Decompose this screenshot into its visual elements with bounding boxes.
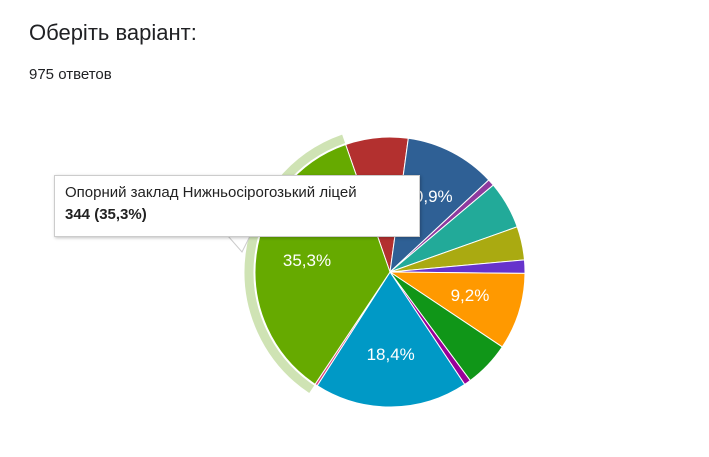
slice-label: 9,2% [451,286,490,305]
tooltip-title: Опорний заклад Нижньосірогозький ліцей [65,184,357,201]
pie-slice [388,271,526,348]
slice-label: 18,4% [367,345,415,364]
pie-slice [389,137,490,274]
slice-highlight [244,134,346,394]
question-title: Оберіть варіант: [29,20,197,45]
response-count: 975 ответов [29,66,112,83]
tooltip-detail: 344 (35,3%) [65,206,147,223]
tooltip: Опорний заклад Нижньосірогозький ліцей 3… [54,175,420,237]
tooltip-pointer [226,235,251,253]
slice-label: 35,3% [283,251,331,270]
pie-slice [316,271,466,408]
